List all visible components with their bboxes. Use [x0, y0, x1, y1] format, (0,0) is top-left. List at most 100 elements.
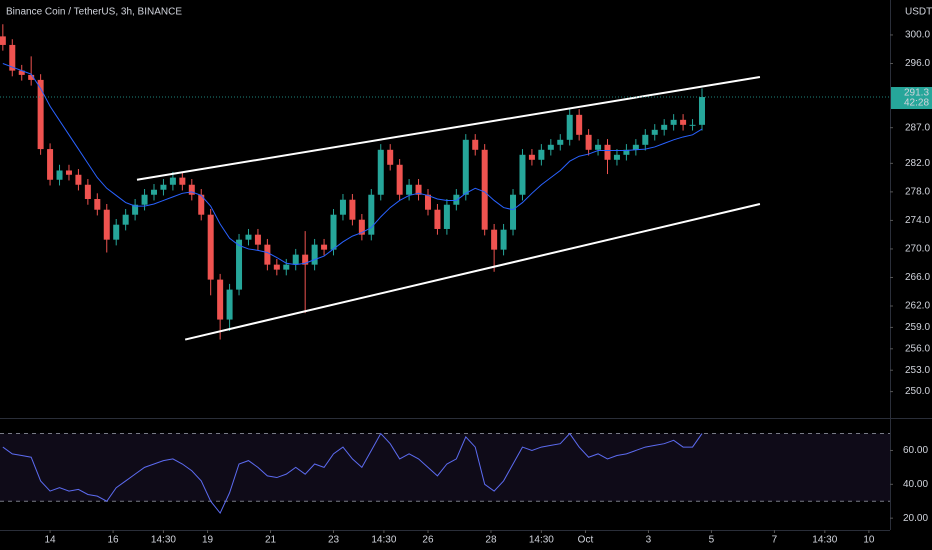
- candle-body: [689, 124, 696, 126]
- candle-body: [47, 149, 54, 180]
- candle-body: [217, 279, 224, 320]
- candle-body: [519, 154, 526, 195]
- candle-body: [510, 194, 517, 230]
- candle-body: [132, 204, 139, 215]
- candle-body: [547, 144, 554, 150]
- candle-body: [37, 79, 44, 150]
- candle-body: [75, 174, 82, 185]
- x-tick-label: 19: [202, 535, 214, 546]
- rsi-band-fill: [0, 433, 890, 502]
- candle-body: [94, 199, 101, 210]
- y-tick-label: 266.0: [905, 272, 930, 283]
- candle-body: [642, 134, 649, 145]
- rsi-line: [2, 432, 703, 515]
- y-tick-label: 250.0: [905, 386, 930, 397]
- candle-body: [141, 194, 148, 205]
- candle-body: [368, 194, 375, 235]
- candle-body: [491, 229, 498, 250]
- rsi-y-tick-label: 20.00: [903, 513, 928, 524]
- candle-body: [500, 229, 507, 250]
- candle-body: [623, 149, 630, 155]
- y-tick-label: 287.0: [905, 122, 930, 133]
- y-tick-label: 300.0: [905, 30, 930, 41]
- x-tick-label: 26: [422, 535, 434, 546]
- candle-body: [387, 149, 394, 165]
- x-tick-label: 23: [328, 535, 340, 546]
- candle-body: [566, 114, 573, 140]
- candle-body: [151, 189, 158, 195]
- candle-body: [377, 149, 384, 195]
- candle-body: [65, 170, 72, 175]
- candle-body: [84, 184, 91, 200]
- y-tick-label: 259.0: [905, 322, 930, 333]
- candle-body: [396, 164, 403, 195]
- rsi-y-tick-label: 60.00: [903, 445, 928, 456]
- last-price-box: [891, 87, 932, 110]
- y-tick-label: 282.0: [905, 158, 930, 169]
- candle-body: [670, 119, 677, 125]
- candle-body: [528, 154, 535, 160]
- candle-body: [321, 244, 328, 250]
- x-tick-label: 14: [45, 535, 57, 546]
- candle-body: [311, 244, 318, 265]
- last-price-label: 291.3: [904, 88, 929, 99]
- candle-body: [330, 214, 337, 250]
- candle-body: [462, 139, 469, 195]
- candle-body: [198, 194, 205, 215]
- chart-title: Binance Coin / TetherUS, 3h, BINANCE: [6, 7, 182, 18]
- x-tick-label: Oct: [578, 535, 594, 546]
- candle-body: [273, 264, 280, 270]
- candle-body: [424, 194, 431, 210]
- candle-body: [349, 199, 356, 220]
- x-tick-label: 3: [646, 535, 652, 546]
- x-tick-label: 7: [772, 535, 778, 546]
- countdown: 42:28: [904, 98, 929, 109]
- x-tick-label: 14:30: [371, 535, 396, 546]
- candle-body: [415, 184, 422, 195]
- candle-body: [9, 44, 16, 71]
- candle-body: [18, 70, 25, 75]
- candle-body: [254, 234, 261, 245]
- candle-body: [651, 129, 658, 135]
- candle-body: [434, 209, 441, 229]
- x-tick-label: 21: [265, 535, 277, 546]
- candle-body: [680, 119, 687, 125]
- candle-body: [661, 124, 668, 130]
- candle-body: [103, 209, 110, 240]
- candle-body: [698, 97, 705, 125]
- candle-body: [585, 134, 592, 150]
- y-tick-label: 262.0: [905, 301, 930, 312]
- candle-body: [339, 199, 346, 215]
- moving-average: [2, 63, 703, 266]
- candle-body: [292, 254, 299, 265]
- candle-body: [0, 36, 6, 45]
- x-tick-label: 14:30: [812, 535, 837, 546]
- x-tick-label: 16: [107, 535, 119, 546]
- candle-body: [557, 139, 564, 145]
- candle-body: [302, 254, 309, 265]
- candle-body: [453, 194, 460, 205]
- candle-body: [443, 204, 450, 229]
- candle-body: [358, 219, 365, 235]
- candle-body: [160, 184, 167, 190]
- y-tick-label: 253.0: [905, 365, 930, 376]
- candle-body: [576, 114, 583, 135]
- candle-body: [226, 289, 233, 320]
- candle-body: [406, 184, 413, 195]
- x-tick-label: 28: [485, 535, 497, 546]
- x-tick-label: 14:30: [151, 535, 176, 546]
- y-tick-label: 270.0: [905, 244, 930, 255]
- candle-body: [595, 144, 602, 150]
- y-tick-label: 278.0: [905, 187, 930, 198]
- y-tick-label: 256.0: [905, 343, 930, 354]
- candle-body: [207, 214, 214, 280]
- candle-body: [236, 239, 243, 290]
- candle-body: [283, 264, 290, 270]
- rsi-y-tick-label: 40.00: [903, 479, 928, 490]
- x-tick-label: 5: [709, 535, 715, 546]
- trend-line: [184, 203, 761, 341]
- x-tick-label: 10: [863, 535, 875, 546]
- candle-body: [28, 74, 35, 80]
